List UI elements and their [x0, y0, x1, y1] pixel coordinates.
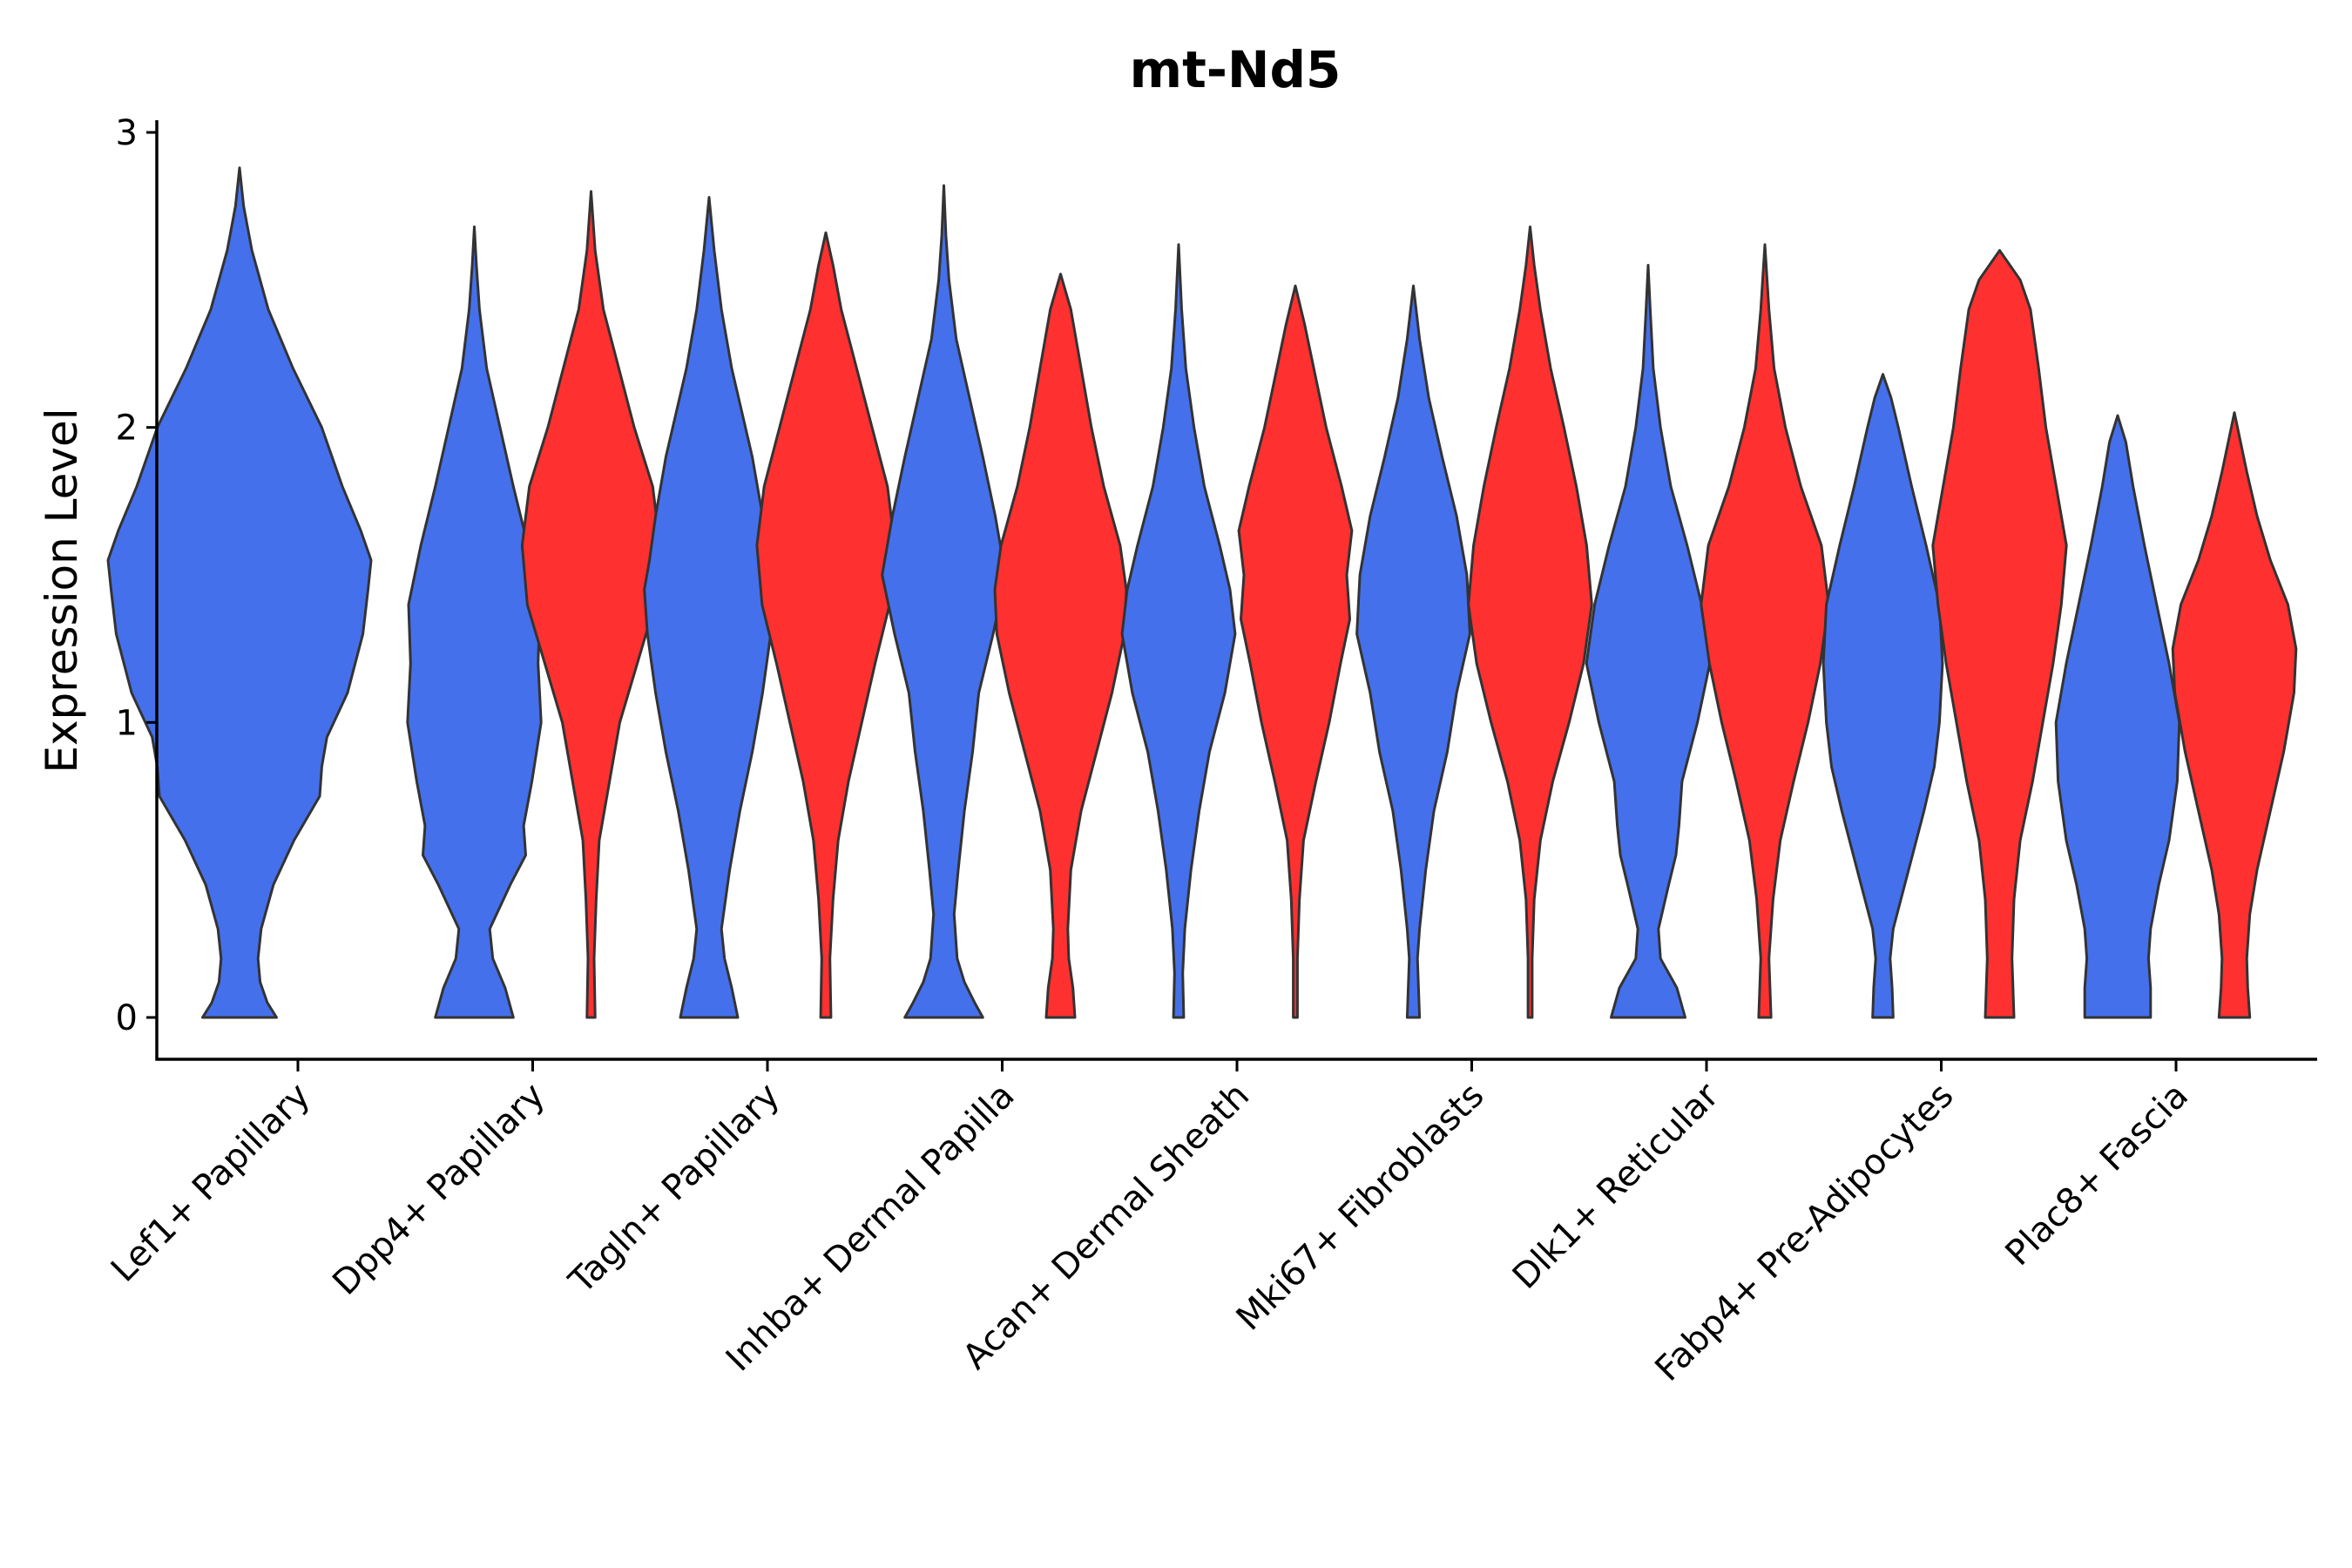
violin-dpp4-papillary-red: [520, 190, 662, 1019]
x-tick-label-plac8-fascia: Plac8+ Fascia: [1998, 1076, 2197, 1274]
y-tick-label-0: 0: [116, 998, 138, 1038]
violin-plac8-fascia-red: [2171, 411, 2298, 1019]
violin-mki67-fibroblasts-red: [1467, 225, 1593, 1019]
violin-tagln-papillary-red: [755, 231, 896, 1019]
y-tick-label-2: 2: [116, 409, 138, 449]
violin-inhba-dermal-papilla-red: [993, 273, 1128, 1019]
violin-tagln-papillary-blue: [643, 196, 775, 1019]
y-tick-label-3: 3: [116, 113, 138, 153]
violin-acan-dermal-sheath-red: [1237, 284, 1354, 1019]
chart-title: mt-Nd5: [1130, 40, 1342, 99]
violin-dpp4-papillary-blue: [406, 225, 543, 1019]
x-tick-label-dpp4-papillary: Dpp4+ Papillary: [325, 1076, 552, 1303]
y-tick-label-1: 1: [116, 703, 138, 743]
violin-lef1-papillary-blue: [106, 166, 373, 1019]
violins-layer: [106, 166, 2298, 1019]
violin-dlk1-reticular-blue: [1585, 263, 1712, 1019]
x-tick-label-lef1-papillary: Lef1+ Papillary: [104, 1076, 318, 1290]
violin-acan-dermal-sheath-blue: [1120, 243, 1237, 1019]
violin-fabp4-pre-adipocytes-red: [1931, 249, 2068, 1019]
violin-plac8-fascia-blue: [2054, 414, 2181, 1019]
violin-mki67-fibroblasts-blue: [1355, 284, 1471, 1019]
y-axis-label: Expression Level: [37, 408, 87, 773]
violin-inhba-dermal-papilla-blue: [881, 184, 1007, 1019]
x-tick-label-tagln-papillary: Tagln+ Papillary: [561, 1076, 787, 1302]
violin-fabp4-pre-adipocytes-blue: [1821, 373, 1944, 1019]
x-tick-label-dlk1-reticular: Dlk1+ Reticular: [1505, 1075, 1727, 1297]
x-tick-label-mki67-fibroblasts: Mki67+ Fibroblasts: [1229, 1076, 1492, 1339]
violin-dlk1-reticular-red: [1700, 243, 1830, 1019]
